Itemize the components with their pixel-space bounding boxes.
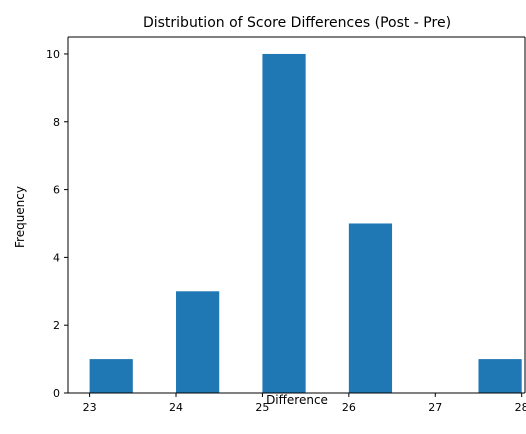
x-tick-label: 27 [428, 401, 442, 414]
x-tick-label: 28 [515, 401, 526, 414]
plot-area [67, 36, 526, 394]
y-tick-label: 4 [53, 251, 60, 264]
x-tick-label: 25 [255, 401, 269, 414]
x-tick-label: 24 [169, 401, 183, 414]
histogram-bar [176, 291, 220, 393]
y-tick-label: 2 [53, 319, 60, 332]
histogram-bar [262, 53, 306, 393]
chart-title: Distribution of Score Differences (Post … [143, 15, 451, 31]
y-tick-label: 8 [53, 116, 60, 129]
y-tick-label: 0 [53, 387, 60, 400]
histogram-bar [478, 359, 522, 393]
y-axis-label: Frequency [13, 186, 27, 248]
y-tick-label: 10 [46, 48, 60, 61]
y-tick-label: 6 [53, 184, 60, 197]
x-tick-label: 23 [83, 401, 97, 414]
x-tick-label: 26 [342, 401, 356, 414]
x-axis: 23 24 25 26 27 28 [83, 393, 526, 414]
histogram-bar [348, 223, 393, 393]
y-axis: 0 2 4 6 8 10 [46, 48, 68, 400]
histogram-bar [89, 359, 133, 393]
x-axis-label: Difference [266, 393, 328, 407]
